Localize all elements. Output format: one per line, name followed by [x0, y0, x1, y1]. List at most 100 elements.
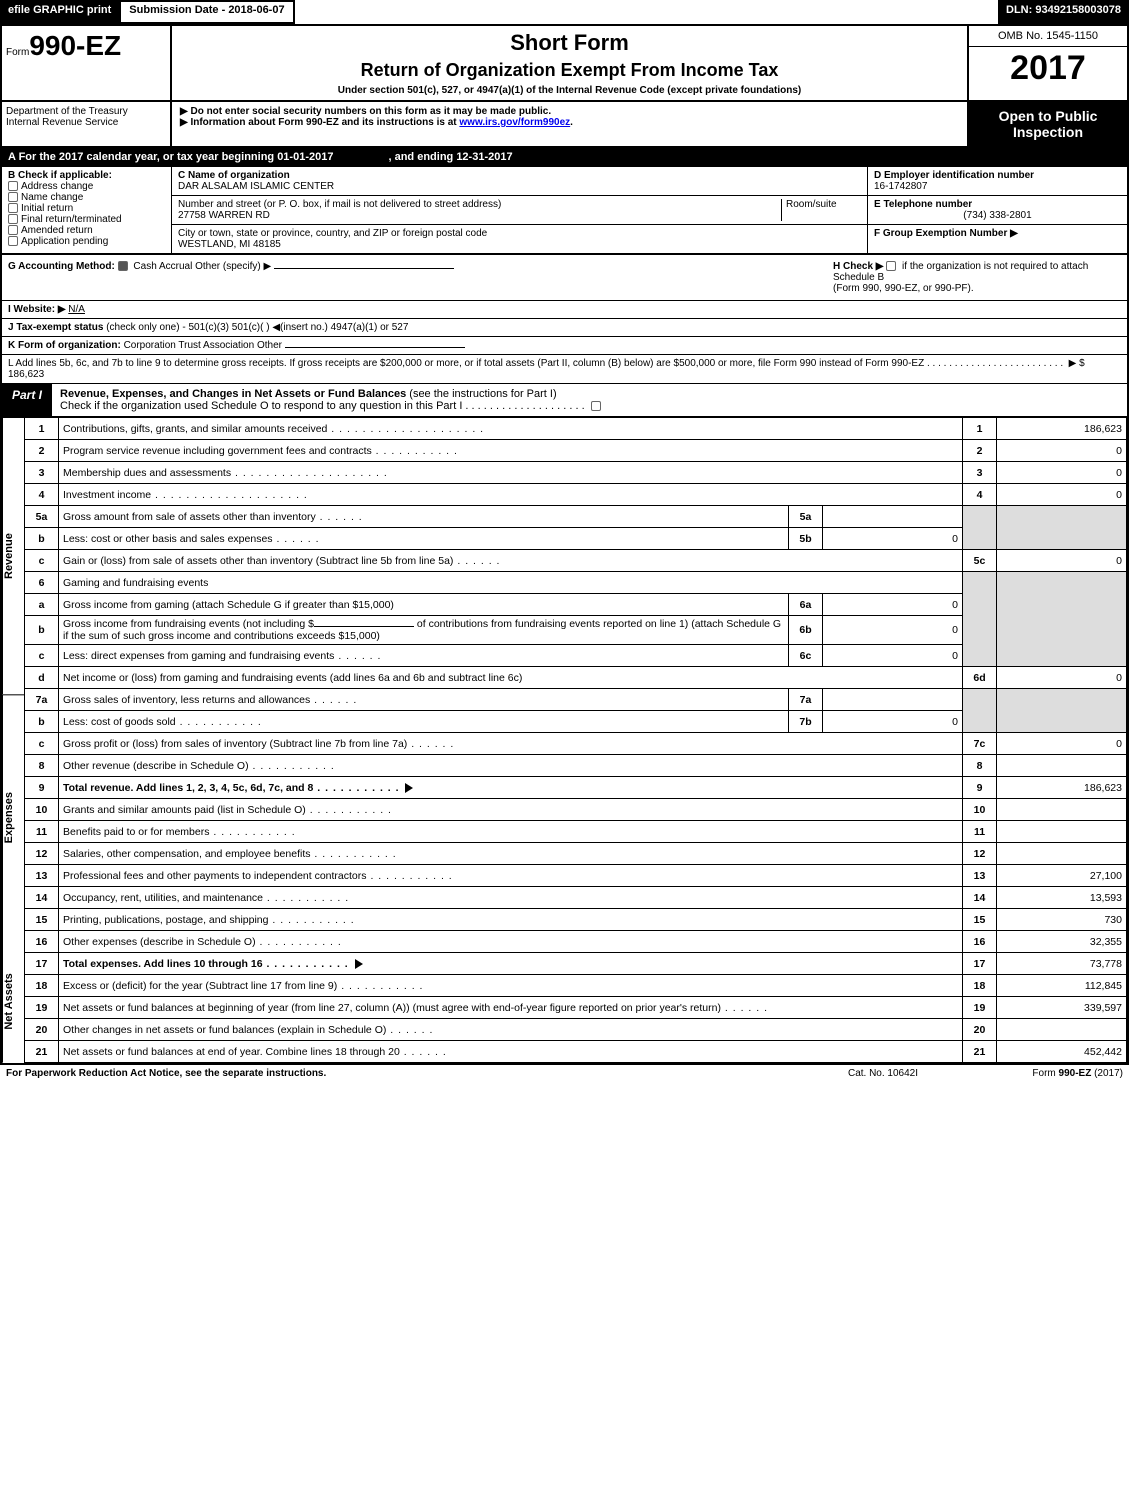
footer-form-no: Form 990-EZ (2017) — [963, 1068, 1123, 1079]
line-6a: aGross income from gaming (attach Schedu… — [25, 594, 1127, 616]
l12-rn: 12 — [963, 843, 997, 865]
l4-d: Investment income — [63, 489, 308, 501]
l16-rn: 16 — [963, 931, 997, 953]
form-header-2: Department of the Treasury Internal Reve… — [2, 102, 1127, 148]
chk-application-pending[interactable] — [8, 236, 18, 246]
line-11: 11Benefits paid to or for members11 — [25, 821, 1127, 843]
b-label: B Check if applicable: — [8, 170, 165, 181]
l6c-d: Less: direct expenses from gaming and fu… — [63, 650, 381, 662]
l13-n: 13 — [25, 865, 59, 887]
part-i-check: Check if the organization used Schedule … — [60, 400, 462, 412]
l7a-n: 7a — [25, 689, 59, 711]
chk-h[interactable] — [886, 261, 896, 271]
g-other-input[interactable] — [274, 268, 454, 269]
c-name-label: C Name of organization — [178, 170, 861, 181]
telephone: (734) 338-2801 — [874, 210, 1121, 221]
l3-n: 3 — [25, 462, 59, 484]
l1-n: 1 — [25, 418, 59, 440]
line-20: 20Other changes in net assets or fund ba… — [25, 1019, 1127, 1041]
line-5a: 5aGross amount from sale of assets other… — [25, 506, 1127, 528]
chk-name-change[interactable] — [8, 192, 18, 202]
chk-final-return[interactable] — [8, 214, 18, 224]
l19-d: Net assets or fund balances at beginning… — [63, 1002, 768, 1014]
l12-n: 12 — [25, 843, 59, 865]
l5c-n: c — [25, 550, 59, 572]
l10-d: Grants and similar amounts paid (list in… — [63, 804, 392, 816]
l19-rn: 19 — [963, 997, 997, 1019]
l5c-d: Gain or (loss) from sale of assets other… — [63, 555, 500, 567]
line-7b: bLess: cost of goods sold7b0 — [25, 711, 1127, 733]
col-c: C Name of organization DAR ALSALAM ISLAM… — [172, 167, 867, 253]
chk-schedule-o[interactable] — [591, 401, 601, 411]
l15-rv: 730 — [997, 909, 1127, 931]
footer-cat-no: Cat. No. 10642I — [803, 1068, 963, 1079]
l6c-sn: 6c — [789, 645, 823, 667]
l6b-n: b — [25, 616, 59, 645]
l14-d: Occupancy, rent, utilities, and maintena… — [63, 892, 349, 904]
l13-d: Professional fees and other payments to … — [63, 870, 453, 882]
l13-rv: 27,100 — [997, 865, 1127, 887]
l6a-sv: 0 — [823, 594, 963, 616]
irs-link[interactable]: www.irs.gov/form990ez — [459, 117, 570, 128]
chk-address-change[interactable] — [8, 181, 18, 191]
l18-d: Excess or (deficit) for the year (Subtra… — [63, 980, 423, 992]
l6d-rv: 0 — [997, 667, 1127, 689]
row-gh: G Accounting Method: Cash Accrual Other … — [2, 255, 1127, 301]
side-net-assets: Net Assets — [2, 940, 24, 1063]
l15-rn: 15 — [963, 909, 997, 931]
line-12: 12Salaries, other compensation, and empl… — [25, 843, 1127, 865]
form-header: Form990-EZ Short Form Return of Organiza… — [2, 26, 1127, 102]
l15-n: 15 — [25, 909, 59, 931]
d-label: D Employer identification number — [874, 170, 1121, 181]
dln: DLN: 93492158003078 — [998, 0, 1129, 24]
l6b-sn: 6b — [789, 616, 823, 645]
chk-amended-return[interactable] — [8, 225, 18, 235]
omb-number: OMB No. 1545-1150 — [969, 26, 1127, 47]
l16-n: 16 — [25, 931, 59, 953]
l20-n: 20 — [25, 1019, 59, 1041]
l14-rn: 14 — [963, 887, 997, 909]
line-19: 19 Net assets or fund balances at beginni… — [25, 997, 1127, 1019]
instr2-pre: ▶ Information about Form 990-EZ and its … — [180, 117, 459, 128]
l5b-sv: 0 — [823, 528, 963, 550]
chk-cash[interactable] — [118, 261, 128, 271]
l3-rn: 3 — [963, 462, 997, 484]
l16-d: Other expenses (describe in Schedule O) — [63, 936, 342, 948]
l6c-sv: 0 — [823, 645, 963, 667]
chk-initial-return[interactable] — [8, 203, 18, 213]
l6d-rn: 6d — [963, 667, 997, 689]
line-6: 6Gaming and fundraising events — [25, 572, 1127, 594]
line-14: 14 Occupancy, rent, utilities, and mainte… — [25, 887, 1127, 909]
l18-n: 18 — [25, 975, 59, 997]
l5b-d: Less: cost or other basis and sales expe… — [63, 533, 320, 545]
f-label: F Group Exemption Number ▶ — [874, 228, 1121, 239]
l5a-sn: 5a — [789, 506, 823, 528]
tax-year: 2017 — [969, 47, 1127, 90]
l16-rv: 32,355 — [997, 931, 1127, 953]
l-text: L Add lines 5b, 6c, and 7b to line 9 to … — [8, 358, 924, 369]
l9-rn: 9 — [963, 777, 997, 799]
l6b-amt-input[interactable] — [314, 626, 414, 627]
k-other-input[interactable] — [285, 347, 465, 348]
efile-print-button[interactable]: efile GRAPHIC print — [0, 0, 119, 24]
l17-rn: 17 — [963, 953, 997, 975]
l7b-n: b — [25, 711, 59, 733]
i-label: I Website: ▶ — [8, 304, 66, 315]
l11-n: 11 — [25, 821, 59, 843]
org-street: 27758 WARREN RD — [178, 210, 781, 221]
b-item-1: Name change — [21, 192, 83, 203]
col-def: D Employer identification number 16-1742… — [867, 167, 1127, 253]
dept-treasury: Department of the Treasury — [6, 106, 166, 117]
line-6c: cLess: direct expenses from gaming and f… — [25, 645, 1127, 667]
l9-rv: 186,623 — [997, 777, 1127, 799]
short-form-title: Short Form — [180, 30, 959, 56]
instr-link-line: ▶ Information about Form 990-EZ and its … — [180, 117, 959, 128]
line-3: 3Membership dues and assessments30 — [25, 462, 1127, 484]
part-i-sub: (see the instructions for Part I) — [406, 388, 556, 400]
l14-n: 14 — [25, 887, 59, 909]
l2-rn: 2 — [963, 440, 997, 462]
l11-rv — [997, 821, 1127, 843]
b-item-3: Final return/terminated — [21, 214, 122, 225]
side-expenses: Expenses — [2, 694, 24, 940]
l7b-sv: 0 — [823, 711, 963, 733]
